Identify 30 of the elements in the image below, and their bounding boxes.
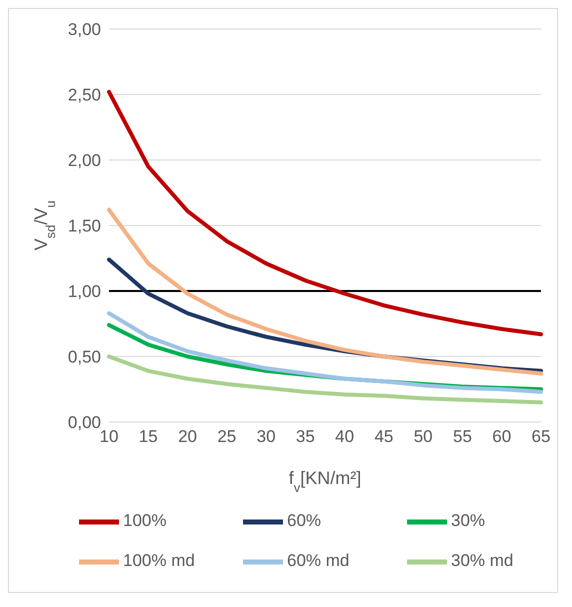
legend-label: 30% (451, 510, 486, 532)
x-tick-label: 50 (414, 427, 433, 446)
x-tick-label: 60 (492, 427, 512, 446)
line-series (107, 311, 543, 394)
y-tick-label: 2,00 (68, 151, 101, 170)
legend-label: 100% (123, 510, 168, 532)
x-tick-label: 25 (217, 427, 236, 446)
x-tick-label: 55 (452, 427, 472, 446)
line-series (107, 208, 543, 376)
x-tick-label: 40 (335, 427, 354, 446)
x-axis-title: f$_{v}$[KN/m²] (288, 468, 362, 494)
y-tick-label: 0,00 (68, 413, 101, 432)
y-tick-label: 2,50 (68, 86, 101, 105)
x-tick-label: 15 (138, 427, 158, 446)
y-tick-label: 0,50 (68, 348, 101, 367)
y-tick-label: 1,50 (68, 216, 101, 236)
legend-label: 60% md (287, 550, 350, 572)
y-tick-label: 3,00 (68, 20, 101, 40)
x-tick-label: 10 (100, 427, 118, 446)
x-tick-label: 20 (178, 427, 198, 446)
y-tick-label: 1,00 (68, 282, 101, 302)
legend-label: 60% (287, 510, 322, 532)
x-tick-label: 30 (256, 427, 276, 446)
legend-label: 30% md (451, 550, 514, 572)
line-series (107, 354, 543, 404)
line-series (107, 90, 543, 336)
x-tick-label: 45 (374, 427, 394, 446)
legend-label: 100% md (123, 550, 196, 572)
x-tick-label: 65 (532, 427, 550, 446)
x-tick-label: 35 (296, 427, 315, 446)
